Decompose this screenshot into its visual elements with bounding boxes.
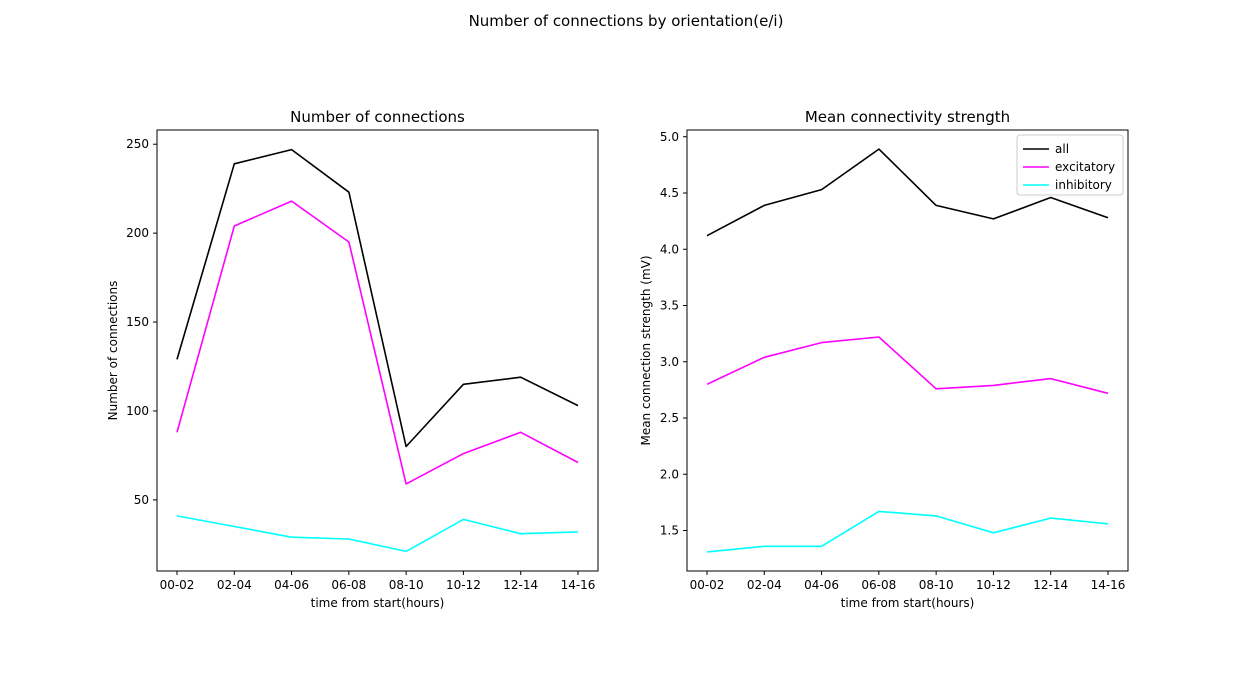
chart-title: Mean connectivity strength: [805, 108, 1010, 126]
y-tick-label: 2.5: [660, 411, 679, 425]
x-axis-label: time from start(hours): [311, 596, 445, 610]
y-tick-label: 1.5: [660, 524, 679, 538]
legend-box: [1016, 134, 1124, 196]
y-tick-label: 5.0: [660, 130, 679, 144]
series-line-excitatory: [176, 200, 579, 485]
x-tick-label: 10-12: [446, 578, 481, 592]
x-tick-label: 06-08: [861, 578, 896, 592]
x-tick-label: 08-10: [389, 578, 424, 592]
x-axis-label: time from start(hours): [841, 596, 975, 610]
x-tick-label: 04-06: [804, 578, 839, 592]
plot-frame: [156, 129, 599, 572]
x-tick-label: 08-10: [919, 578, 954, 592]
x-tick-label: 14-16: [561, 578, 596, 592]
y-tick-label: 200: [126, 226, 149, 240]
y-tick-label: 4.5: [660, 186, 679, 200]
x-tick-label: 12-14: [1033, 578, 1068, 592]
x-tick-label: 14-16: [1091, 578, 1126, 592]
y-tick-label: 3.0: [660, 355, 679, 369]
series-line-inhibitory: [706, 510, 1109, 553]
y-tick-label: 2.0: [660, 467, 679, 481]
left-chart-number-of-connections: Number of connections 00-02 02-04 04-06 06-0…: [106, 108, 599, 610]
right-chart-mean-connectivity-strength: Mean connectivity strength 00-02 02-04 04-0…: [639, 108, 1129, 610]
x-tick-label: 00-02: [690, 578, 725, 592]
series-line-inhibitory: [176, 515, 579, 553]
y-axis-label: Number of connections: [106, 281, 120, 421]
series-line-all: [176, 148, 579, 448]
legend-label-excitatory: excitatory: [1055, 160, 1115, 174]
y-tick-label: 50: [134, 493, 149, 507]
y-tick-label: 100: [126, 404, 149, 418]
legend: all excitatory inhibitory: [1016, 134, 1124, 196]
y-tick-label: 150: [126, 315, 149, 329]
x-tick-label: 02-04: [217, 578, 252, 592]
x-tick-label: 06-08: [331, 578, 366, 592]
figure-suptitle: Number of connections by orientation(e/i…: [469, 12, 784, 30]
y-axis-label: Mean connection strength (mV): [639, 255, 653, 445]
x-tick-label: 10-12: [976, 578, 1011, 592]
plot-frame: [686, 129, 1129, 572]
series-line-excitatory: [706, 336, 1109, 395]
y-tick-label: 3.5: [660, 299, 679, 313]
series-line-all: [706, 148, 1109, 237]
x-tick-label: 12-14: [503, 578, 538, 592]
y-tick-label: 250: [126, 137, 149, 151]
y-tick-label: 4.0: [660, 242, 679, 256]
legend-label-inhibitory: inhibitory: [1055, 178, 1112, 192]
chart-title: Number of connections: [290, 108, 465, 126]
legend-label-all: all: [1055, 142, 1069, 156]
x-tick-label: 04-06: [274, 578, 309, 592]
x-tick-label: 02-04: [747, 578, 782, 592]
x-tick-label: 00-02: [160, 578, 195, 592]
